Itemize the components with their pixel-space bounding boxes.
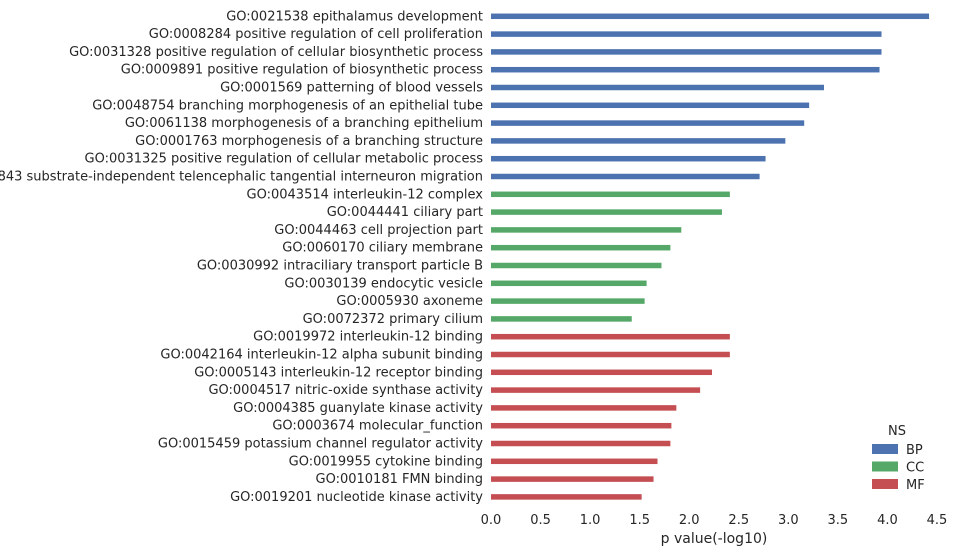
category-label: GO:0019201 nucleotide kinase activity (230, 490, 483, 505)
bar-bp (491, 31, 882, 37)
bar-bp (491, 138, 786, 144)
bar-bp (491, 155, 766, 162)
bar-bp (491, 102, 810, 109)
category-label: GO:0030992 intraciliary transport partic… (197, 259, 483, 274)
x-tick-label: 1.5 (629, 513, 650, 528)
bar-mf (491, 351, 730, 358)
category-label: GO:0031328 positive regulation of cellul… (69, 45, 483, 60)
category-label: GO:0048754 branching morphogenesis of an… (92, 98, 483, 113)
x-tick-label: 3.5 (828, 513, 849, 528)
bars-layer (491, 13, 930, 500)
category-label: GO:0021843 substrate-independent telence… (0, 170, 483, 185)
category-label: GO:0003674 molecular_function (272, 419, 483, 434)
legend-label-bp: BP (906, 443, 923, 458)
legend-swatch-bp (872, 444, 898, 454)
bar-mf (491, 494, 642, 500)
bar-bp (491, 173, 760, 180)
x-tick-label: 2.0 (679, 513, 700, 528)
x-tick-label: 3.0 (778, 513, 799, 528)
x-tick-label: 4.5 (927, 513, 948, 528)
x-tick-label: 4.0 (877, 513, 898, 528)
bar-mf (491, 422, 672, 429)
legend-label-mf: MF (906, 478, 925, 493)
category-label: GO:0072372 primary cilium (303, 312, 483, 327)
bar-mf (491, 458, 658, 465)
bar-bp (491, 66, 880, 73)
category-label: GO:0005143 interleukin-12 receptor bindi… (194, 365, 483, 380)
legend-label-cc: CC (906, 461, 924, 476)
bar-cc (491, 227, 682, 233)
bar-bp (491, 13, 930, 20)
category-label: GO:0044463 cell projection part (274, 223, 483, 238)
category-label: GO:0019972 interleukin-12 binding (253, 330, 483, 345)
x-tick-label: 2.5 (728, 513, 749, 528)
bar-mf (491, 387, 701, 393)
x-tick-label: 1.0 (580, 513, 601, 528)
bar-cc (491, 298, 645, 304)
category-label: GO:0031325 positive regulation of cellul… (85, 152, 484, 167)
category-labels: GO:0021538 epithalamus development GO:000… (0, 9, 483, 505)
category-label: GO:0021538 epithalamus development (226, 9, 483, 24)
bar-cc (491, 191, 730, 198)
category-label: GO:0061138 morphogenesis of a branching … (125, 116, 483, 131)
bar-cc (491, 244, 671, 251)
x-axis-ticks: 0.0 0.5 1.0 1.5 2.0 2.5 3.0 3.5 4.0 4.5 (481, 513, 948, 528)
x-tick-label: 0.5 (530, 513, 551, 528)
category-label: GO:0004517 nitric-oxide synthase activit… (208, 383, 483, 398)
category-label: GO:0060170 ciliary membrane (282, 241, 483, 256)
bar-bp (491, 49, 882, 55)
bar-mf (491, 440, 671, 447)
x-axis-label: p value(-log10) (661, 531, 768, 547)
legend-title: NS (888, 424, 906, 439)
category-label: GO:0030139 endocytic vesicle (284, 276, 483, 291)
legend-swatch-mf (872, 479, 898, 489)
bar-mf (491, 333, 730, 340)
category-label: GO:0043514 interleukin-12 complex (247, 187, 484, 202)
bar-bp (491, 120, 805, 126)
category-label: GO:0015459 potassium channel regulator a… (158, 437, 483, 452)
category-label: GO:0001569 patterning of blood vessels (220, 81, 483, 96)
category-label: GO:0044441 ciliary part (327, 205, 483, 220)
legend-swatch-cc (872, 461, 898, 472)
bar-cc (491, 262, 662, 269)
category-label: GO:0009891 positive regulation of biosyn… (121, 63, 483, 78)
category-label: GO:0004385 guanylate kinase activity (233, 401, 483, 416)
x-tick-label: 0.0 (481, 513, 502, 528)
legend: NS BP CC MF (872, 424, 925, 493)
bar-mf (491, 476, 654, 482)
category-label: GO:0008284 positive regulation of cell p… (149, 27, 483, 42)
bar-cc (491, 316, 632, 322)
bar-cc (491, 280, 647, 287)
bar-mf (491, 405, 677, 411)
category-label: GO:0010181 FMN binding (316, 472, 484, 487)
category-label: GO:0042164 interleukin-12 alpha subunit … (160, 348, 483, 363)
bar-cc (491, 209, 722, 215)
category-label: GO:0001763 morphogenesis of a branching … (135, 134, 483, 149)
bar-mf (491, 369, 713, 376)
bar-bp (491, 84, 825, 91)
category-label: GO:0005930 axoneme (336, 294, 483, 309)
category-label: GO:0019955 cytokine binding (289, 454, 483, 469)
